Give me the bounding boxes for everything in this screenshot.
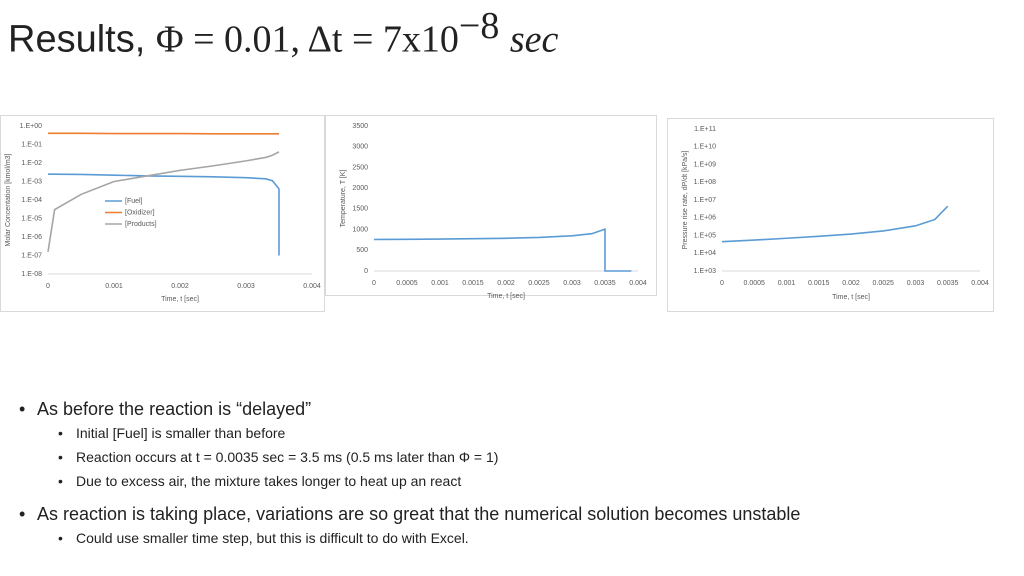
- y-tick-label: 1.E+09: [694, 161, 716, 168]
- x-tick-label: 0.001: [105, 283, 123, 290]
- x-tick-label: 0.0025: [528, 280, 550, 287]
- x-tick-label: 0.0035: [594, 280, 616, 287]
- series-line: [373, 228, 632, 272]
- x-tick-label: 0.001: [778, 280, 796, 287]
- y-tick-label: 1.E-08: [21, 271, 42, 278]
- x-tick-label: 0.004: [971, 280, 989, 287]
- y-tick-label: 1.E-01: [21, 141, 42, 148]
- y-tick-label: 1.E-07: [21, 252, 42, 259]
- x-tick-label: 0.002: [842, 280, 860, 287]
- bullet: As reaction is taking place, variations …: [19, 504, 800, 525]
- series-line: [48, 173, 280, 256]
- x-tick-label: 0.0035: [937, 280, 959, 287]
- bullet: As before the reaction is “delayed”: [19, 399, 311, 420]
- y-tick-label: 2500: [352, 164, 368, 171]
- title-unit: sec: [509, 18, 559, 61]
- y-tick-label: 500: [356, 247, 368, 254]
- x-tick-label: 0.001: [431, 280, 449, 287]
- y-tick-label: 1.E+11: [694, 126, 716, 133]
- y-tick-label: 1.E+08: [694, 179, 716, 186]
- x-tick-label: 0.003: [237, 283, 255, 290]
- x-tick-label: 0: [46, 283, 50, 290]
- y-tick-label: 1.E+00: [20, 123, 42, 130]
- x-tick-label: 0.0015: [808, 280, 830, 287]
- x-axis-title: Time, t [sec]: [161, 296, 199, 303]
- y-tick-label: 1.E-02: [21, 160, 42, 167]
- bullet: Could use smaller time step, but this is…: [58, 530, 469, 546]
- y-tick-label: 1000: [352, 226, 368, 233]
- x-axis-title: Time, t [sec]: [487, 293, 525, 300]
- y-tick-label: 1.E+07: [694, 197, 716, 204]
- x-tick-label: 0.003: [563, 280, 581, 287]
- x-tick-label: 0.002: [171, 283, 189, 290]
- chart-frame: [667, 118, 994, 312]
- y-tick-label: 0: [364, 268, 368, 275]
- x-tick-label: 0.0005: [396, 280, 418, 287]
- x-tick-label: 0.004: [303, 283, 321, 290]
- y-tick-label: 2000: [352, 185, 368, 192]
- chart-frame: [325, 115, 657, 296]
- title-math: Φ = 0.01, Δt = 7x10: [155, 18, 459, 61]
- y-tick-label: 3500: [352, 123, 368, 130]
- y-tick-label: 1.E-06: [21, 234, 42, 241]
- title-prefix: Results,: [8, 18, 146, 61]
- x-tick-label: 0.004: [629, 280, 647, 287]
- x-tick-label: 0: [720, 280, 724, 287]
- x-tick-label: 0.0005: [744, 280, 766, 287]
- bullet: Initial [Fuel] is smaller than before: [58, 425, 285, 441]
- x-tick-label: 0: [372, 280, 376, 287]
- y-tick-label: 1500: [352, 206, 368, 213]
- y-axis-title: Pressure rise rate, dP/dt [kPa/s]: [682, 151, 689, 250]
- y-axis-title: Temperature, T [K]: [340, 170, 347, 228]
- x-axis-title: Time, t [sec]: [832, 294, 870, 301]
- legend-label: [Oxidizer]: [125, 209, 155, 216]
- y-tick-label: 1.E-04: [21, 197, 42, 204]
- x-tick-label: 0.003: [907, 280, 925, 287]
- series-line: [721, 205, 949, 243]
- y-tick-label: 1.E+10: [694, 144, 716, 151]
- bullet: Due to excess air, the mixture takes lon…: [58, 473, 461, 489]
- chart-frame: [0, 115, 325, 312]
- x-tick-label: 0.0025: [873, 280, 895, 287]
- y-axis-title: Molar Concentation [kmol/m3]: [5, 153, 12, 246]
- slide-title: Results, Φ = 0.01, Δt = 7x10−8 sec: [8, 4, 558, 62]
- x-tick-label: 0.0015: [462, 280, 484, 287]
- legend-label: [Products]: [125, 221, 157, 228]
- y-tick-label: 3000: [352, 144, 368, 151]
- x-tick-label: 0.002: [497, 280, 515, 287]
- y-tick-label: 1.E-05: [21, 215, 42, 222]
- y-tick-label: 1.E-03: [21, 178, 42, 185]
- title-exponent: −8: [458, 5, 500, 47]
- y-tick-label: 1.E+05: [694, 232, 716, 239]
- legend-label: [Fuel]: [125, 198, 143, 205]
- series-line: [47, 151, 280, 252]
- charts: 1.E-08 1.E-07 1.E-06 1.E-05 1.E-04 1.E-03 1.E-…: [0, 115, 994, 312]
- y-tick-label: 1.E+04: [694, 250, 716, 257]
- y-tick-label: 1.E+06: [694, 215, 716, 222]
- y-tick-label: 1.E+03: [694, 268, 716, 275]
- bullet: Reaction occurs at t = 0.0035 sec = 3.5 …: [58, 449, 498, 465]
